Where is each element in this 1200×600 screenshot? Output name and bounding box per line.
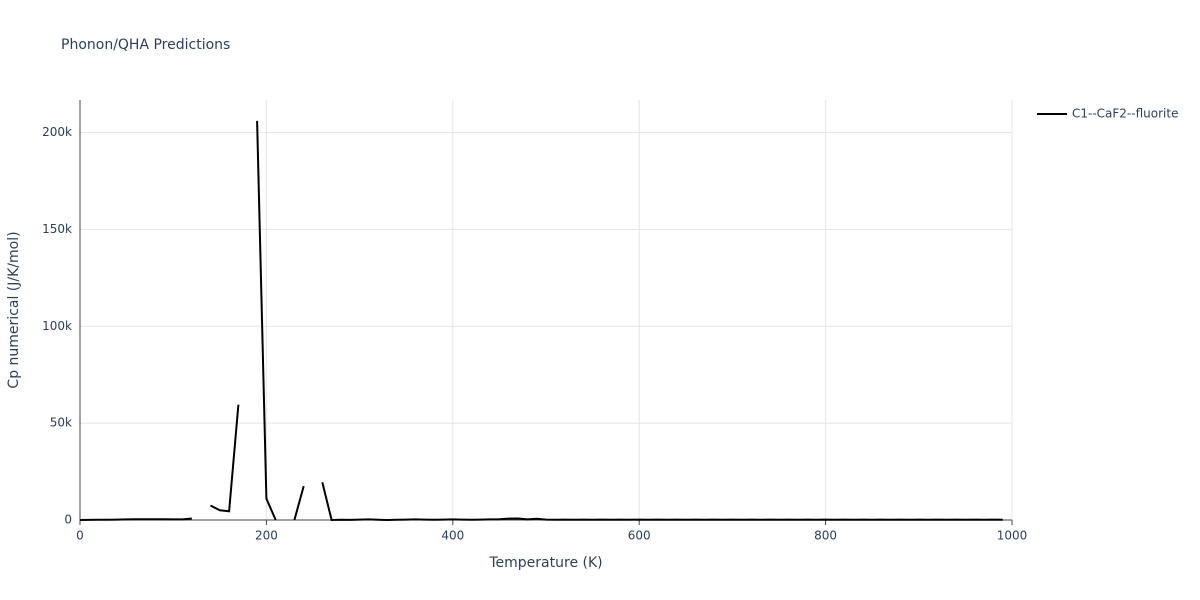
x-tick-label: 200	[255, 529, 278, 543]
data-line	[79, 120, 1003, 522]
y-tick-label: 200k	[42, 125, 72, 139]
x-tick-label: 800	[814, 529, 837, 543]
y-tick-label: 0	[64, 513, 72, 527]
y-tick-label: 100k	[42, 319, 72, 333]
x-tick-label: 600	[628, 529, 651, 543]
y-tick-label: 50k	[50, 416, 72, 430]
x-tick-label: 0	[76, 529, 84, 543]
chart-title: Phonon/QHA Predictions	[61, 37, 230, 53]
x-axis-label: Temperature (K)	[488, 555, 602, 571]
x-tick-label: 400	[441, 529, 464, 543]
y-axis-label: Cp numerical (J/K/mol)	[6, 231, 22, 388]
y-tick-label: 150k	[42, 222, 72, 236]
legend-label: C1--CaF2--fluorite	[1072, 107, 1178, 121]
x-tick-label: 1000	[997, 529, 1028, 543]
